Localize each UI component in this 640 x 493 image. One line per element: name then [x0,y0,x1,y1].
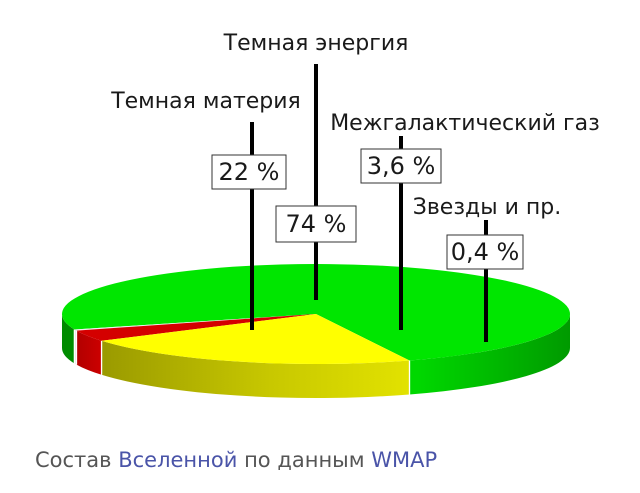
caption-middle: по данным [237,448,372,472]
slice-label-1: Темная материя [110,89,301,114]
value-label-0: 74 % [286,210,347,238]
pie-slice-3 [74,314,317,331]
value-box-2 [360,148,442,184]
pie-slice-2 [76,314,316,341]
caption-prefix: Состав [35,448,119,472]
caption-link-wmap[interactable]: WMAP [371,448,438,472]
slice-label-2: Межгалактический газ [330,111,600,136]
caption-link-universe[interactable]: Вселенной [118,448,238,472]
pie-slice-side-2 [76,330,102,375]
pie-slice-0 [62,264,571,361]
figure-caption: Состав Вселенной по данным WMAP [35,448,437,472]
value-box-0 [275,205,357,243]
value-box-1 [211,154,287,190]
value-label-1: 22 % [219,158,280,186]
pie-slice-side-1 [101,340,410,399]
value-label-2: 3,6 % [367,152,436,180]
value-box-3 [446,234,524,270]
slice-label-3: Звезды и пр. [413,195,562,220]
value-label-3: 0,4 % [451,238,520,266]
pie-slice-1 [101,314,410,365]
pie-slice-side-0 [62,314,570,395]
slice-label-0: Темная энергия [223,31,409,56]
